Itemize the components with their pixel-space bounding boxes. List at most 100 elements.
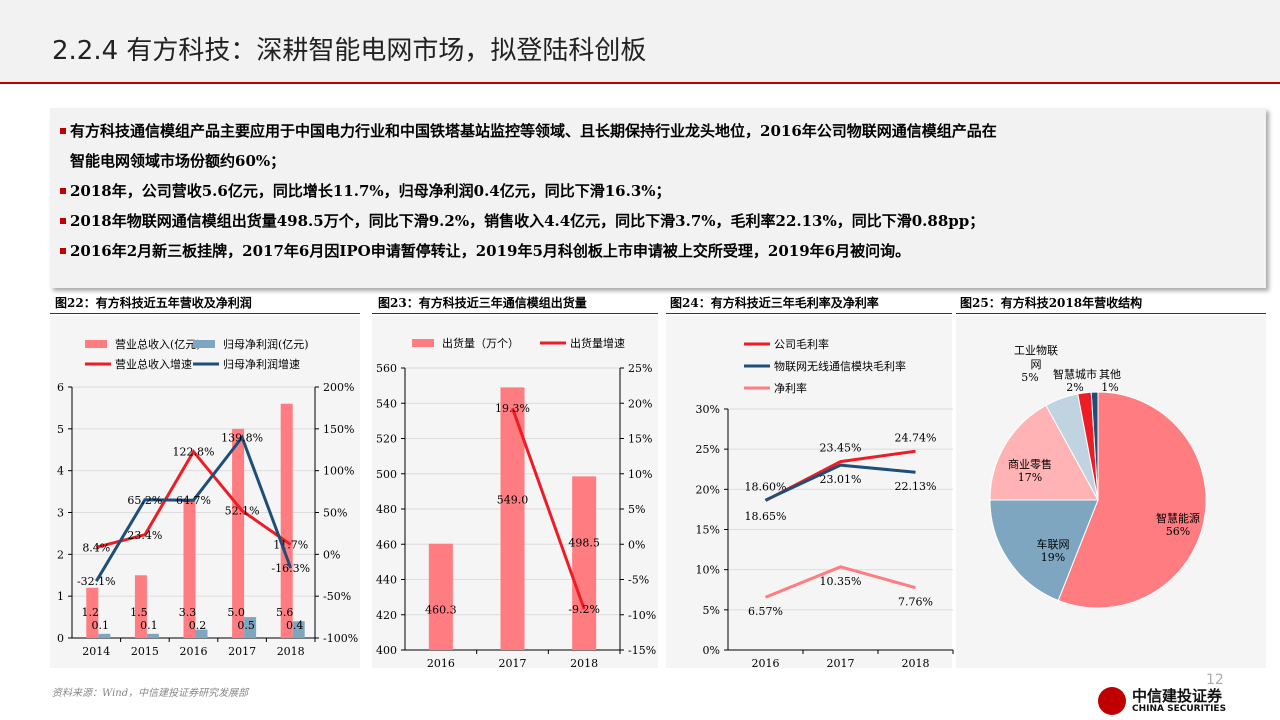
pie-label: 智慧城市	[1053, 367, 1097, 381]
x-tick-label: 2014	[82, 645, 110, 658]
bar-revenue	[280, 403, 293, 638]
x-tick-label: 2018	[570, 657, 598, 670]
divider	[372, 313, 658, 314]
x-tick-label: 2018	[902, 657, 930, 670]
y2-tick-label: -15%	[628, 644, 656, 657]
y2-tick-label: 15%	[628, 433, 652, 446]
bar-net-profit	[292, 621, 305, 638]
data-label-profit-growth: 139.8%	[221, 431, 263, 444]
data-label-revenue-growth: 8.4%	[82, 541, 110, 554]
y-tick-label: 10%	[696, 564, 720, 577]
figure-24-title: 图24：有方科技近三年毛利率及净利率	[670, 296, 879, 310]
pie-slice	[1057, 391, 1207, 609]
bullet-4: 2016年2月新三板挂牌，2017年6月因IPO申请暂停转让，2019年5月科创…	[60, 236, 1256, 266]
y2-tick-label: -100%	[323, 632, 358, 645]
y-tick-label: 460	[376, 538, 397, 551]
y-tick-label: 30%	[696, 403, 720, 416]
y2-tick-label: -5%	[628, 574, 649, 587]
pie-label-industrial-iot: 工业物联网	[1014, 344, 1058, 371]
y2-tick-label: 100%	[323, 465, 354, 478]
bar-shipments	[500, 387, 525, 650]
data-label-margin: 23.45%	[820, 442, 862, 455]
pie-slice	[1090, 391, 1099, 501]
legend-label: 净利率	[774, 381, 807, 395]
data-label-margin: 18.65%	[745, 510, 787, 523]
bar-revenue	[232, 428, 245, 638]
bar-net-profit	[244, 617, 257, 638]
y-tick-label: 400	[376, 644, 397, 657]
data-label-profit-growth: 65.2%	[127, 494, 162, 507]
y2-tick-label: -50%	[323, 590, 351, 603]
legend-label: 出货量（万个）	[442, 336, 519, 350]
y-tick-label: 440	[376, 574, 397, 587]
legend-label: 物联网无线通信模块毛利率	[774, 359, 906, 373]
y-tick-label: 5%	[703, 604, 720, 617]
pie-percent: 19%	[1041, 551, 1065, 564]
pie-percent: 5%	[1021, 371, 1038, 384]
y-tick-label: 420	[376, 609, 397, 622]
data-label-revenue: 1.5	[130, 606, 148, 619]
pie-label: 商业零售	[1008, 457, 1052, 471]
data-label-revenue: 5.6	[276, 606, 294, 619]
figure-22-title: 图22：有方科技近五年营收及净利润	[55, 296, 252, 310]
data-label-margin: 7.76%	[898, 596, 933, 609]
pie-slice	[989, 499, 1099, 602]
bar-shipments	[428, 543, 453, 650]
bar-net-profit	[146, 633, 159, 638]
x-tick-label: 2017	[499, 657, 527, 670]
bar-net-profit	[98, 633, 111, 638]
data-label-margin: 10.35%	[820, 575, 862, 588]
bar-net-profit	[195, 629, 208, 638]
data-label-net-profit: 0.2	[189, 619, 207, 632]
pie-percent: 17%	[1018, 471, 1042, 484]
legend-label: 营业总收入增速	[115, 357, 192, 371]
data-label-revenue: 1.2	[82, 606, 100, 619]
y-tick-label: 6	[57, 381, 64, 394]
divider	[50, 313, 360, 314]
legend-swatch	[85, 340, 107, 348]
data-label-net-profit: 0.4	[286, 619, 304, 632]
y2-tick-label: 25%	[628, 362, 652, 375]
chart-frame	[50, 316, 360, 668]
y2-tick-label: 10%	[628, 468, 652, 481]
y2-tick-label: 0%	[323, 548, 340, 561]
y2-tick-label: 200%	[323, 381, 354, 394]
data-label-margin: 23.01%	[820, 473, 862, 486]
logo-icon	[1098, 687, 1126, 715]
x-tick-label: 2017	[228, 645, 256, 658]
data-label-net-profit: 0.1	[140, 619, 158, 632]
data-label-margin: 6.57%	[748, 605, 783, 618]
divider	[956, 313, 1266, 314]
bullet-1: 有方科技通信模组产品主要应用于中国电力行业和中国铁塔基站监控等领域、且长期保持行…	[60, 116, 1256, 146]
bullet-3: 2018年物联网通信模组出货量498.5万个，同比下滑9.2%，销售收入4.4亿…	[60, 206, 1256, 236]
company-logo: 中信建投证券 CHINA SECURITIES	[1098, 685, 1248, 715]
pie-percent: 1%	[1101, 381, 1118, 394]
y-tick-label: 520	[376, 433, 397, 446]
data-label-net-profit: 0.1	[92, 619, 110, 632]
legend-label: 归母净利润增速	[223, 357, 300, 371]
data-label-revenue-growth: 52.1%	[225, 505, 260, 518]
y-tick-label: 25%	[696, 443, 720, 456]
legend-label: 归母净利润(亿元)	[223, 337, 309, 351]
y2-tick-label: -10%	[628, 609, 656, 622]
x-tick-label: 2017	[827, 657, 855, 670]
divider	[666, 313, 952, 314]
y-tick-label: 0%	[703, 644, 720, 657]
data-label-shipment-growth: -9.2%	[568, 603, 600, 616]
y-tick-label: 15%	[696, 524, 720, 537]
title-bar: 2.2.4 有方科技：深耕智能电网市场，拟登陆科创板	[0, 0, 1280, 84]
pie-label: 其他	[1099, 368, 1121, 381]
line-margin	[764, 565, 916, 599]
legend-swatch	[412, 339, 434, 347]
data-label-shipment-growth: 19.3%	[495, 402, 530, 415]
pie-label: 车联网	[1037, 537, 1070, 551]
x-tick-label: 2016	[752, 657, 780, 670]
data-label-margin: 22.13%	[895, 480, 937, 493]
figure-23-title: 图23：有方科技近三年通信模组出货量	[378, 296, 587, 310]
y-tick-label: 2	[57, 548, 64, 561]
data-label-revenue-growth: 122.8%	[173, 446, 215, 459]
legend-label: 营业总收入(亿元)	[115, 337, 201, 351]
bar-shipments	[572, 476, 597, 650]
logo-cn: 中信建投证券	[1132, 687, 1223, 705]
